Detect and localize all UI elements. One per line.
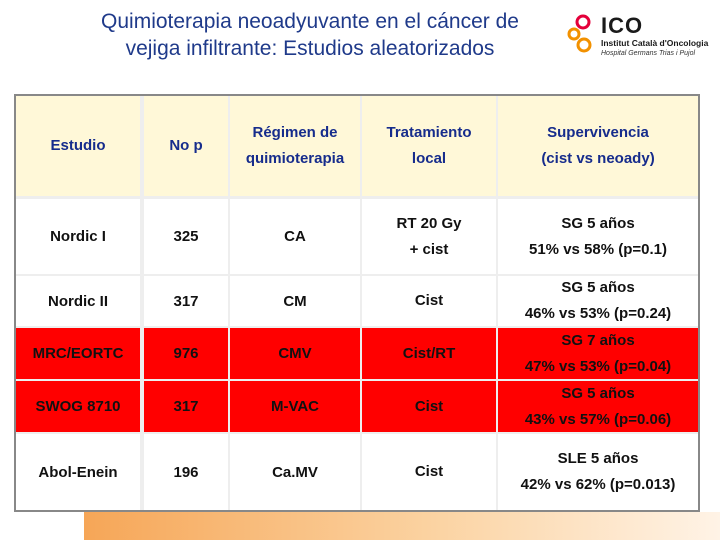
header-label-sub: quimioterapia (245, 150, 345, 167)
table-cell-n: 325 (144, 199, 228, 274)
header-label: Régimen de (252, 124, 338, 141)
study-name: MRC/EORTC (32, 345, 124, 362)
table-cell-estudio: Nordic II (16, 276, 140, 326)
table-cell-result: SLE 5 años 42% vs 62% (p=0.013) (498, 434, 698, 510)
study-name: SWOG 8710 (35, 398, 121, 415)
local-treatment: Cist/RT (402, 344, 456, 362)
table-cell-estudio: Nordic I (16, 199, 140, 274)
survival-metric: SG 5 años (561, 384, 635, 402)
header-label: Supervivencia (547, 124, 649, 141)
table-cell-n: 317 (144, 381, 228, 432)
header-cell: Tratamiento local (362, 96, 496, 196)
logo-institution: Institut Català d'Oncologia (601, 38, 709, 48)
table-cell-result: SG 5 años 46% vs 53% (p=0.24) (498, 276, 698, 326)
header-cell: Régimen de quimioterapia (230, 96, 360, 196)
table-cell-estudio: Abol-Enein (16, 434, 140, 510)
table-cell-regimen: Ca.MV (230, 434, 360, 510)
table-cell-tratamiento: Cist (362, 381, 496, 432)
survival-metric: SLE 5 años (557, 450, 639, 467)
table-cell-regimen: CA (230, 199, 360, 274)
header-label-sub: local (411, 150, 447, 167)
table-cell-estudio: MRC/EORTC (16, 328, 140, 379)
survival-metric: SG 5 años (561, 279, 635, 296)
regimen: M-VAC (270, 398, 320, 415)
table-cell-tratamiento: RT 20 Gy + cist (362, 199, 496, 274)
ico-rings-icon (567, 14, 592, 53)
survival-metric: SG 7 años (561, 331, 635, 349)
table-cell-n: 196 (144, 434, 228, 510)
survival-result: 51% vs 58% (p=0.1) (529, 240, 667, 258)
patient-count: 196 (173, 463, 199, 481)
table-cell-tratamiento: Cist (362, 276, 496, 326)
survival-result: 42% vs 62% (p=0.013) (520, 476, 676, 493)
slide-title: Quimioterapia neoadyuvante en el cáncer … (0, 8, 620, 62)
header-label-sub: (cist vs neoady) (541, 150, 655, 167)
slide-title-line-2: vejiga infiltrante: Estudios aleatorizad… (125, 37, 495, 60)
slide-title-line-1: Quimioterapia neoadyuvante en el cáncer … (101, 10, 519, 33)
table-cell-estudio: SWOG 8710 (16, 381, 140, 432)
regimen: CMV (278, 345, 312, 362)
patient-count: 325 (173, 228, 199, 245)
table-cell-tratamiento: Cist/RT (362, 328, 496, 379)
ico-logo: ICO Institut Català d'Oncologia Hospital… (563, 10, 713, 70)
study-name: Nordic I (50, 228, 106, 245)
table-cell-regimen: M-VAC (230, 381, 360, 432)
footer-band (84, 512, 720, 540)
local-treatment: Cist (414, 292, 444, 309)
survival-metric: SG 5 años (561, 214, 635, 232)
header-label: No p (169, 137, 203, 154)
patient-count: 976 (173, 345, 199, 362)
survival-result: 47% vs 53% (p=0.04) (524, 357, 672, 375)
header-cell: No p (144, 96, 228, 196)
local-treatment: RT 20 Gy (396, 214, 462, 232)
table-cell-tratamiento: Cist (362, 434, 496, 510)
regimen: Ca.MV (272, 463, 318, 481)
survival-result: 43% vs 57% (p=0.06) (524, 410, 672, 428)
local-treatment: Cist (414, 463, 444, 480)
regimen: CM (283, 292, 307, 310)
logo-hospital: Hospital Germans Trias i Pujol (601, 50, 696, 57)
header-cell: Supervivencia (cist vs neoady) (498, 96, 698, 196)
table-cell-regimen: CMV (230, 328, 360, 379)
local-treatment-2: + cist (409, 240, 449, 258)
survival-result: 46% vs 53% (p=0.24) (524, 305, 672, 322)
table-cell-n: 317 (144, 276, 228, 326)
patient-count: 317 (173, 398, 199, 415)
table-cell-n: 976 (144, 328, 228, 379)
header-label: Tratamiento (386, 124, 472, 141)
study-name: Abol-Enein (38, 463, 118, 481)
header-label: Estudio (50, 137, 106, 154)
logo-name: ICO (601, 13, 644, 38)
table-cell-result: SG 7 años 47% vs 53% (p=0.04) (498, 328, 698, 379)
local-treatment: Cist (414, 397, 444, 415)
study-name: Nordic II (47, 292, 108, 310)
header-cell: Estudio (16, 96, 140, 196)
regimen: CA (284, 228, 306, 245)
table-cell-regimen: CM (230, 276, 360, 326)
table-cell-result: SG 5 años 43% vs 57% (p=0.06) (498, 381, 698, 432)
table-cell-result: SG 5 años 51% vs 58% (p=0.1) (498, 199, 698, 274)
patient-count: 317 (173, 292, 199, 310)
